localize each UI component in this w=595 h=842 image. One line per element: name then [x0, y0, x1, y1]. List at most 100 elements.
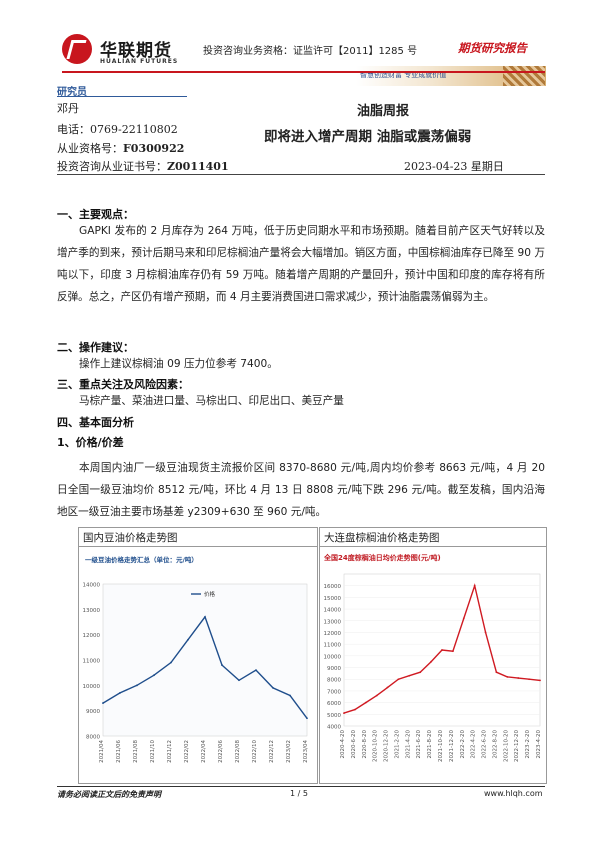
x-tick-label: 2022-2-20	[460, 730, 466, 759]
soybean-oil-price-chart: 一级豆油价格走势汇总（单位：元/吨） 14000 13000 12000 11000 10…	[83, 555, 310, 763]
data-point	[255, 669, 257, 672]
x-tick-label: 2021-12-20	[449, 730, 455, 762]
data-point	[170, 661, 172, 664]
y-tick-label: 11000	[83, 659, 101, 665]
data-point	[506, 675, 509, 678]
chart-title: 全国24度棕榈油日均价走势图(元/吨)	[323, 553, 441, 562]
analyst-phone: 电话：0769-22110802	[57, 123, 178, 136]
y-tick-label: 16000	[324, 584, 342, 590]
chart-title: 一级豆油价格走势汇总（单位：元/吨）	[85, 555, 198, 564]
x-tick-label: 2021/12	[167, 740, 173, 763]
x-tick-label: 2022/08	[235, 740, 241, 763]
chart-box-title: 国内豆油价格走势图	[83, 532, 178, 544]
footer-disclaimer: 请务必阅读正文后的免责声明	[57, 790, 161, 799]
x-tick-label: 2023-2-20	[525, 730, 531, 759]
data-point	[272, 686, 274, 689]
x-tick-label: 2021-2-20	[394, 730, 400, 759]
subsection-price-heading: 1、价格/价差	[57, 436, 124, 449]
chart-box-title: 大连盘棕榈油价格走势图	[324, 532, 440, 544]
banner-image	[503, 66, 545, 86]
data-point	[539, 679, 541, 682]
chart-box-soybean-oil: 国内豆油价格走势图 一级豆油价格走势汇总（单位：元/吨） 14000 13000 12…	[78, 527, 318, 784]
y-tick-label: 12000	[83, 633, 101, 639]
data-point	[187, 638, 189, 641]
y-tick-label: 10000	[83, 684, 101, 690]
data-point	[153, 674, 155, 677]
x-tick-label: 2022-6-20	[482, 730, 488, 759]
data-point	[204, 616, 206, 618]
x-tick-label: 2022/06	[218, 740, 224, 763]
data-point	[441, 649, 443, 651]
header-divider	[62, 71, 545, 73]
x-tick-label: 2021/08	[133, 740, 139, 763]
x-tick-label: 2021/06	[116, 740, 122, 763]
x-tick-label: 2023/04	[303, 740, 309, 763]
advisory-value: Z0011401	[167, 160, 229, 173]
report-title: 油脂周报	[357, 104, 410, 119]
analyst-license: 从业资格号：F0300922	[57, 140, 184, 156]
report-subtitle: 即将进入增产周期 油脂或震荡偏弱	[264, 129, 472, 145]
legend-label: 价格	[204, 590, 216, 598]
title-divider	[57, 174, 545, 175]
slogan-text: 智慧创造财富 专业成就价值	[360, 71, 447, 79]
data-point	[528, 678, 531, 681]
plot-area	[102, 583, 308, 737]
data-point	[375, 694, 378, 697]
x-tick-label: 2020-4-20	[340, 730, 346, 759]
data-point	[386, 686, 389, 689]
x-tick-label: 2022-12-20	[514, 730, 520, 762]
data-point	[102, 702, 104, 704]
y-tick-label: 11000	[324, 643, 342, 649]
section-main-view-text: GAPKI 发布的 2 月库存为 264 万吨，低于历史同期水平和市场预期。随着…	[57, 225, 545, 303]
x-tick-label: 2022-8-20	[492, 730, 498, 759]
x-tick-label: 2022/02	[184, 740, 190, 763]
logo-name-cn: 华联期货	[100, 41, 172, 61]
palm-oil-price-chart: 全国24度棕榈油日均价走势图(元/吨) 16000 15000 14000 13000 1…	[323, 553, 542, 762]
x-tick-label: 2023/02	[286, 740, 292, 763]
data-point	[306, 717, 308, 720]
price-analysis-text: 本周国内油厂一级豆油现货主流报价区间 8370-8680 元/吨,周内均价参考 …	[57, 462, 545, 518]
license-label: 从业资格号：	[57, 142, 123, 155]
data-point	[397, 678, 400, 681]
x-tick-label: 2023-4-20	[536, 730, 542, 759]
data-point	[353, 708, 356, 711]
company-logo-icon	[62, 34, 92, 64]
y-tick-label: 10000	[324, 654, 342, 660]
section-fundamentals-heading: 四、基本面分析	[57, 416, 134, 429]
qualification-text: 投资咨询业务资格：证监许可【2011】1285 号	[203, 46, 418, 57]
footer-website: www.hlqh.com	[484, 789, 543, 798]
y-tick-label: 14000	[83, 583, 101, 589]
chart-box-divider	[79, 546, 317, 547]
section-risk-heading: 三、重点关注及风险因素：	[57, 378, 189, 391]
x-tick-label: 2020-12-20	[384, 730, 390, 762]
x-tick-label: 2021-4-20	[405, 730, 411, 759]
x-tick-label: 2021/04	[99, 740, 105, 763]
chart-box-palm-oil: 大连盘棕榈油价格走势图 全国24度棕榈油日均价走势图(元/吨) 16000 1500…	[319, 527, 547, 784]
data-point	[451, 650, 454, 653]
y-tick-label: 13000	[83, 608, 101, 614]
y-tick-label: 6000	[327, 701, 341, 707]
footer-page-number: 1 / 5	[290, 789, 308, 798]
advisory-label: 投资咨询从业证书号：	[57, 160, 167, 173]
data-point	[430, 660, 433, 663]
data-point	[343, 712, 345, 715]
section-advice-text: 操作上建议棕榈油 09 压力位参考 7400。	[79, 358, 278, 370]
data-point	[517, 677, 520, 679]
analyst-advisory: 投资咨询从业证书号：Z0011401	[57, 158, 229, 174]
section-advice-heading: 二、操作建议：	[57, 341, 134, 354]
y-tick-label: 4000	[327, 725, 341, 731]
analyst-role: 研究员	[57, 87, 87, 98]
data-point	[289, 694, 291, 697]
x-tick-label: 2020-10-20	[373, 730, 379, 762]
data-point	[495, 671, 498, 674]
x-tick-label: 2021-8-20	[427, 730, 433, 759]
data-point	[408, 674, 411, 677]
x-tick-label: 2021-10-20	[438, 730, 444, 762]
data-point	[136, 684, 138, 687]
x-tick-label: 2020-6-20	[351, 730, 357, 759]
x-tick-label: 2022/12	[269, 740, 275, 763]
logo-name-en: HUALIAN FUTURES	[100, 58, 179, 65]
footer-divider	[57, 786, 545, 787]
y-tick-label: 14000	[324, 608, 342, 614]
x-tick-label: 2021/10	[150, 740, 156, 763]
